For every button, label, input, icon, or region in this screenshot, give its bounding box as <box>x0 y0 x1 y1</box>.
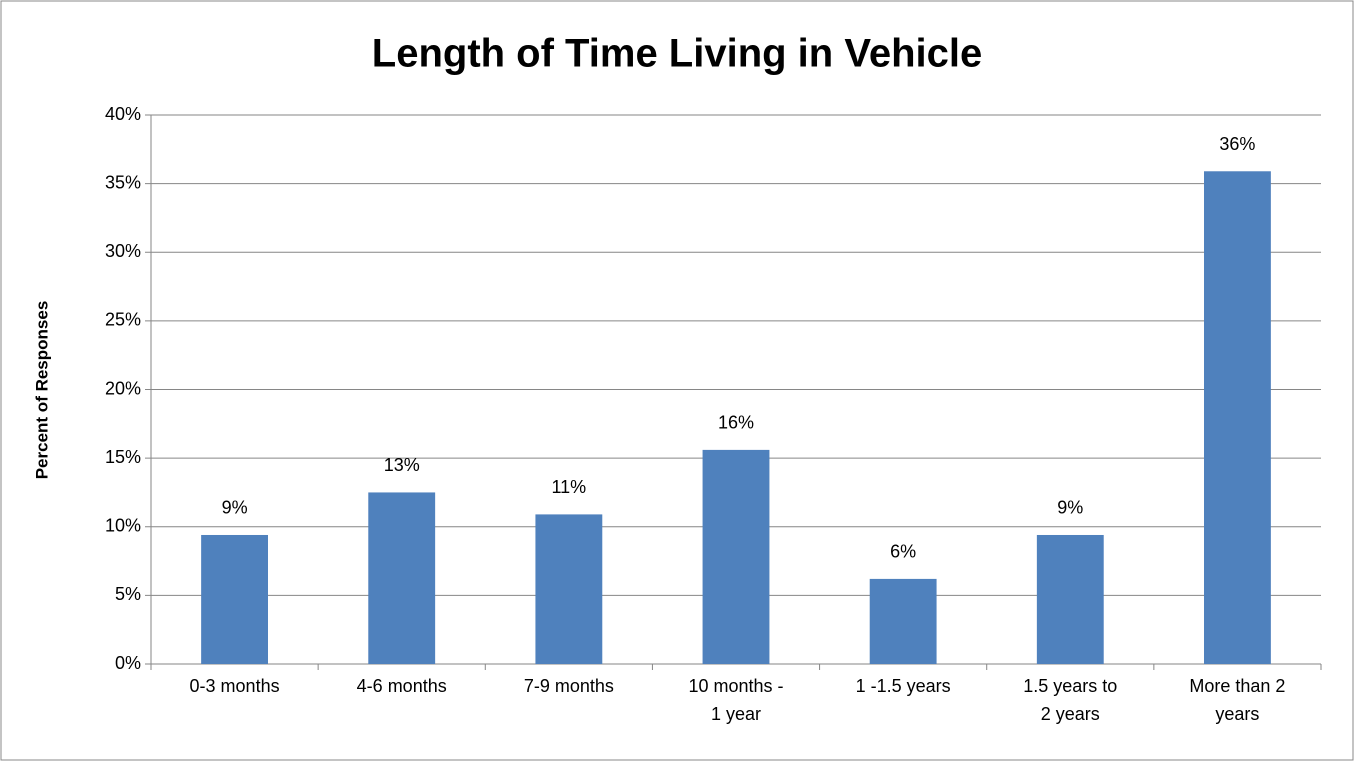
y-tick-label: 5% <box>115 584 141 604</box>
bar <box>1204 171 1271 664</box>
y-tick-label: 0% <box>115 653 141 673</box>
bar <box>702 449 770 664</box>
bar <box>535 514 603 664</box>
bar <box>869 578 937 664</box>
y-tick-label: 40% <box>105 104 141 124</box>
data-label: 9% <box>1057 498 1083 518</box>
data-label: 6% <box>890 542 916 562</box>
data-label: 11% <box>552 477 587 497</box>
x-tick-label: 1.5 years to 2 years <box>1023 676 1118 724</box>
data-label: 9% <box>222 498 248 518</box>
y-tick-label: 20% <box>105 378 141 398</box>
data-label: 36% <box>1219 134 1255 154</box>
bar <box>201 534 268 664</box>
x-tick-label: 0-3 months <box>189 676 280 696</box>
x-tick-label: 10 months - 1 year <box>688 676 784 724</box>
chart-title: Length of Time Living in Vehicle <box>372 32 982 76</box>
y-tick-label: 10% <box>105 516 141 536</box>
x-tick-label: 7-9 months <box>523 676 614 696</box>
bar <box>1036 534 1104 664</box>
x-tick-label: 1 -1.5 years <box>855 676 951 696</box>
x-tick-label: More than 2 years <box>1189 676 1286 724</box>
y-tick-label: 30% <box>105 241 141 261</box>
y-tick-label: 35% <box>105 172 141 192</box>
y-axis-label: Percent of Responses <box>32 301 51 480</box>
data-label: 13% <box>384 455 420 475</box>
bar <box>368 492 436 664</box>
y-tick-label: 15% <box>105 447 141 467</box>
data-label: 16% <box>718 413 754 433</box>
y-tick-label: 25% <box>105 310 141 330</box>
x-tick-label: 4-6 months <box>356 676 447 696</box>
